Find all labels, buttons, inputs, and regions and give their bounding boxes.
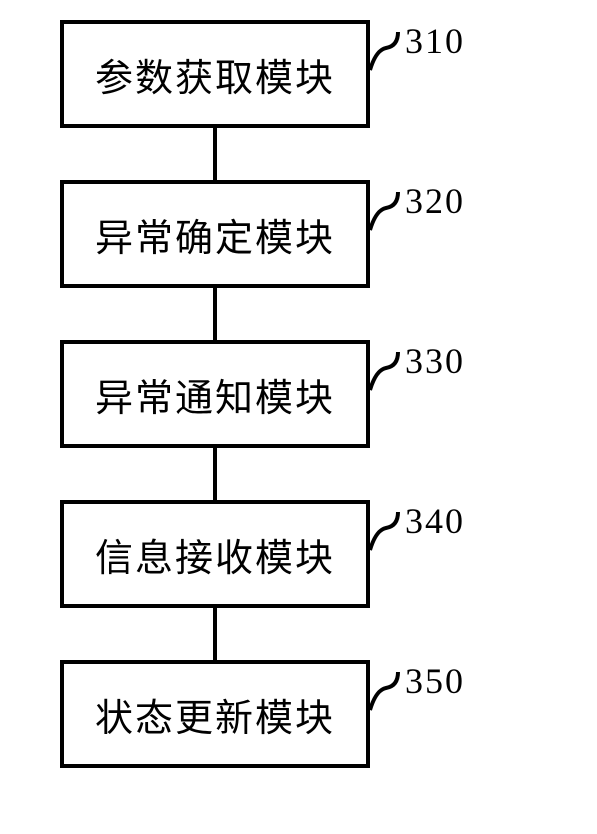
node-box: 信息接收模块 (60, 500, 370, 608)
flowchart-node: 异常通知模块 330 (60, 340, 540, 448)
flowchart-container: 参数获取模块 310 异常确定模块 320 异常通知模块 330 信息接收模块 (60, 20, 540, 768)
flowchart-node: 异常确定模块 320 (60, 180, 540, 288)
flowchart-node: 参数获取模块 310 (60, 20, 540, 128)
reference-number: 330 (405, 340, 465, 382)
reference-number: 340 (405, 500, 465, 542)
node-label: 信息接收模块 (95, 527, 335, 582)
pointer-curve-icon (368, 510, 408, 560)
node-label: 参数获取模块 (95, 47, 335, 102)
reference-number: 350 (405, 660, 465, 702)
node-label: 异常确定模块 (95, 207, 335, 262)
node-box: 异常确定模块 (60, 180, 370, 288)
flowchart-node: 信息接收模块 340 (60, 500, 540, 608)
pointer-curve-icon (368, 350, 408, 400)
reference-number: 320 (405, 180, 465, 222)
pointer-curve-icon (368, 30, 408, 80)
reference-number: 310 (405, 20, 465, 62)
node-label: 异常通知模块 (95, 367, 335, 422)
connector-line (213, 288, 217, 340)
node-box: 状态更新模块 (60, 660, 370, 768)
node-box: 异常通知模块 (60, 340, 370, 448)
node-label: 状态更新模块 (95, 687, 335, 742)
flowchart-node: 状态更新模块 350 (60, 660, 540, 768)
connector-line (213, 128, 217, 180)
node-box: 参数获取模块 (60, 20, 370, 128)
connector-line (213, 448, 217, 500)
pointer-curve-icon (368, 670, 408, 720)
pointer-curve-icon (368, 190, 408, 240)
connector-line (213, 608, 217, 660)
